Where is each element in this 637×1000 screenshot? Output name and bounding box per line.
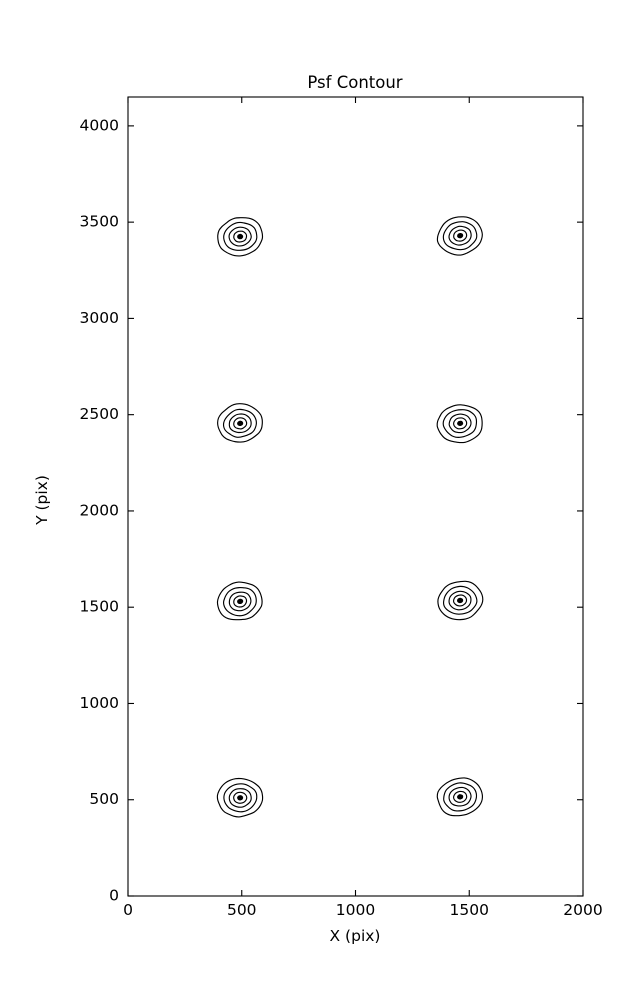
contour-ring-core [237, 233, 244, 240]
contour-ring [217, 217, 264, 257]
contour-blob [436, 216, 483, 256]
x-tick-label: 1500 [450, 901, 489, 919]
contour-ring [228, 591, 252, 612]
y-tick-label: 1500 [80, 598, 119, 616]
contour-ring [436, 777, 484, 817]
contour-ring [453, 594, 468, 607]
contour-ring [442, 409, 478, 438]
contour-blob [217, 403, 263, 443]
contour-ring [436, 404, 483, 444]
x-tick-label: 1000 [336, 901, 375, 919]
x-tick-label: 0 [123, 901, 133, 919]
contour-ring [436, 216, 483, 256]
contour-ring [448, 590, 472, 611]
contour-ring-core [457, 420, 464, 426]
contour-ring-core [457, 232, 464, 239]
contour-ring [442, 585, 478, 615]
y-tick-label: 2500 [80, 405, 119, 423]
contour-ring [233, 595, 248, 608]
x-tick-label: 2000 [563, 901, 602, 919]
contour-ring-core [237, 795, 244, 801]
x-axis-tick-labels: 0 500 1000 1500 2000 [123, 901, 603, 919]
contour-ring [453, 417, 468, 430]
contour-ring [233, 230, 248, 243]
x-axis-label: X (pix) [330, 927, 381, 945]
contour-ring [448, 225, 472, 246]
x-axis-label-group: X (pix) [330, 927, 381, 945]
contour-ring-core [457, 794, 464, 800]
plot-title: Psf Contour [307, 73, 402, 92]
axes-frame [127, 96, 584, 897]
y-axis-ticks [128, 125, 583, 897]
contour-blob [216, 777, 264, 818]
y-tick-label: 4000 [80, 116, 119, 134]
x-tick-label: 500 [227, 901, 257, 919]
y-axis-tick-labels: 0 500 1000 1500 2000 2500 3000 3500 4000 [80, 116, 119, 904]
contour-ring [448, 786, 472, 807]
contour-ring [443, 782, 478, 812]
contour-ring [233, 791, 248, 804]
contour-ring [448, 413, 472, 434]
contour-ring [228, 226, 252, 247]
contour-ring [437, 580, 484, 621]
contour-ring [223, 587, 257, 617]
contour-ring [222, 408, 257, 438]
contour-blob-layer [216, 216, 484, 818]
contour-ring [453, 790, 468, 803]
contour-ring [442, 221, 478, 251]
contour-ring [228, 788, 252, 808]
contour-ring-core [237, 420, 244, 427]
y-tick-label: 500 [89, 790, 119, 808]
y-tick-label: 1000 [80, 694, 119, 712]
contour-blob [436, 404, 483, 444]
y-tick-label: 3000 [80, 309, 119, 327]
contour-ring [233, 417, 248, 430]
y-tick-label: 2000 [80, 501, 119, 519]
contour-ring [217, 403, 263, 443]
axes-frame-group [127, 96, 584, 897]
y-tick-label: 0 [109, 887, 119, 905]
contour-ring [228, 413, 252, 434]
contour-blob [437, 580, 484, 621]
contour-blob [436, 777, 484, 817]
contour-ring-core [457, 597, 464, 604]
contour-ring [216, 581, 263, 621]
contour-ring [223, 783, 258, 813]
plot-title-group: Psf Contour [307, 73, 402, 92]
contour-ring [223, 221, 258, 251]
y-axis-label: Y (pix) [33, 475, 51, 526]
contour-ring-core [237, 598, 244, 605]
contour-blob [216, 581, 263, 621]
y-axis-label-group: Y (pix) [33, 475, 51, 526]
contour-blob [217, 217, 264, 257]
contour-ring [216, 777, 264, 818]
y-tick-label: 3500 [80, 213, 119, 231]
x-axis-ticks [127, 97, 584, 896]
contour-ring [453, 229, 468, 242]
